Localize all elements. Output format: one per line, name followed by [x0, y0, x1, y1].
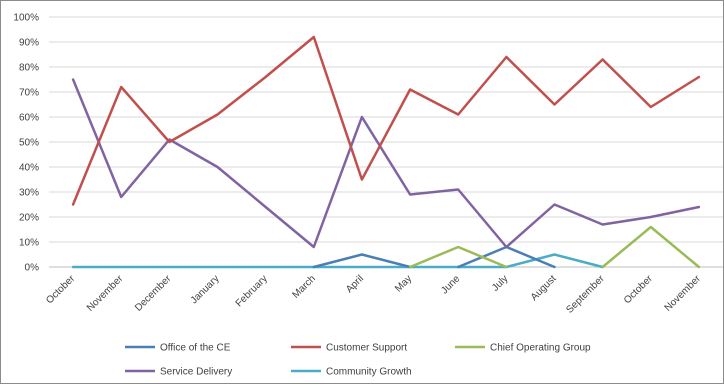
legend-label: Community Growth — [326, 367, 412, 378]
grid-lines — [49, 16, 723, 268]
y-tick-label: 80% — [19, 63, 39, 74]
series-line — [71, 78, 701, 249]
x-tick-label: January — [189, 273, 222, 306]
x-tick-label: February — [234, 273, 270, 309]
y-tick-label: 70% — [19, 88, 39, 99]
x-tick-label: July — [490, 273, 510, 293]
y-tick-label: 100% — [13, 13, 39, 24]
legend-label: Service Delivery — [160, 367, 232, 378]
series-line — [71, 253, 604, 269]
x-tick-label: August — [529, 273, 559, 303]
legend-label: Customer Support — [326, 343, 407, 354]
x-tick-label: November — [663, 273, 704, 314]
x-tick-label: October — [622, 273, 655, 306]
x-tick-label: November — [85, 273, 126, 314]
x-tick-label: March — [290, 273, 317, 300]
x-tick-label: October — [44, 273, 77, 306]
x-tick-label: April — [344, 273, 366, 295]
y-tick-label: 0% — [25, 263, 40, 274]
series-line — [408, 225, 701, 269]
y-tick-label: 90% — [19, 38, 39, 49]
y-tick-label: 40% — [19, 163, 39, 174]
y-tick-label: 60% — [19, 113, 39, 124]
series-line — [71, 35, 701, 206]
y-tick-label: 30% — [19, 188, 39, 199]
y-axis-ticks: 0% 10% 20% 30% 40% 50% 60% 70% 80% 90% 100% — [13, 13, 39, 274]
y-tick-label: 50% — [19, 138, 39, 149]
legend-label: Chief Operating Group — [490, 343, 591, 354]
x-axis-ticks: October November December January February Ma… — [44, 273, 703, 316]
series-lines — [71, 35, 701, 269]
x-tick-label: May — [393, 273, 414, 294]
x-tick-label: September — [564, 273, 607, 316]
series-line — [312, 253, 412, 269]
x-tick-label: December — [133, 273, 174, 314]
y-tick-label: 10% — [19, 238, 39, 249]
legend: Office of the CE Customer Support Chief Op… — [125, 343, 591, 378]
x-tick-label: June — [439, 273, 462, 296]
y-tick-label: 20% — [19, 213, 39, 224]
legend-label: Office of the CE — [160, 343, 231, 354]
